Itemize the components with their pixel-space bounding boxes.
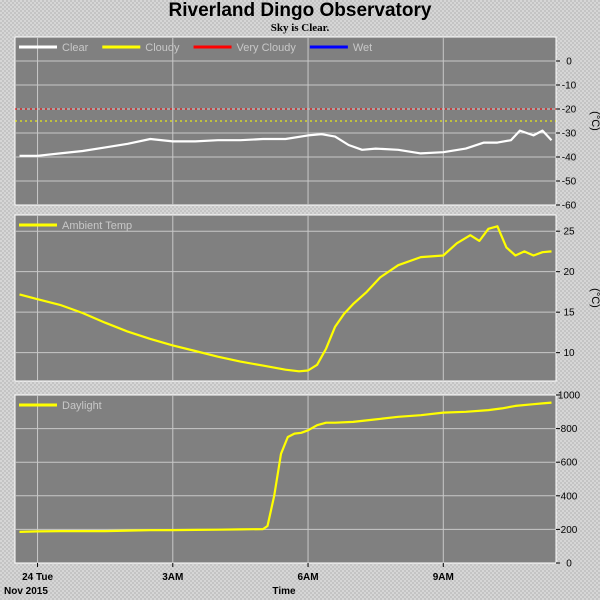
- legend-label: Ambient Temp: [62, 220, 132, 232]
- legend-label: Cloudy: [145, 42, 180, 54]
- x-tick-label: 6AM: [297, 572, 318, 583]
- date-label: Nov 2015: [4, 586, 48, 597]
- y-tick-label: -10: [562, 81, 577, 92]
- plot-area: [14, 214, 557, 382]
- y-tick-label: -50: [562, 177, 577, 188]
- x-tick-label: 24 Tue: [22, 572, 53, 583]
- y-tick-label: 25: [563, 227, 575, 238]
- y-tick-label: 400: [561, 491, 578, 502]
- sky-status: Sky is Clear.: [270, 22, 330, 34]
- legend-label: Clear: [62, 42, 89, 54]
- y-axis-label: (°C): [589, 111, 600, 131]
- daylight-panel: 0 200 400 600 800 1000 Daylight: [14, 391, 581, 570]
- ambient-temperature-panel: 10 15 20 25 (°C) Ambient Temp: [14, 214, 600, 382]
- legend-label: Wet: [353, 42, 372, 54]
- y-tick-label: -60: [562, 201, 577, 212]
- page-title: Riverland Dingo Observatory: [168, 0, 432, 21]
- y-tick-label: 600: [561, 458, 578, 469]
- legend-label: Very Cloudy: [237, 42, 297, 54]
- legend-label: Daylight: [62, 400, 102, 412]
- series-line-daylight: [19, 401, 552, 533]
- y-axis-label: (°C): [589, 288, 600, 308]
- y-tick-label: 20: [563, 267, 575, 278]
- x-tick-label: 3AM: [162, 572, 183, 583]
- y-tick-label: 0: [566, 559, 572, 570]
- y-tick-label: 10: [563, 348, 575, 359]
- series-line-clear: [19, 129, 553, 157]
- y-tick-label: 0: [566, 57, 572, 68]
- y-tick-label: 15: [563, 308, 575, 319]
- y-tick-label: 800: [561, 424, 578, 435]
- sky-temperature-panel: 0 -10 -20 -30 -40 -50 -60 (°C) Clear Cloudy Very C…: [14, 36, 600, 212]
- x-axis-label: Time: [272, 586, 296, 597]
- y-tick-label: -40: [562, 153, 577, 164]
- y-tick-label: 200: [561, 525, 578, 536]
- y-tick-label: -20: [562, 105, 577, 116]
- y-tick-label: -30: [562, 129, 577, 140]
- y-tick-label: 1000: [558, 391, 581, 402]
- x-tick-label: 9AM: [433, 572, 454, 583]
- series-line-ambient-temp: [19, 225, 552, 373]
- plot-area: [14, 394, 557, 564]
